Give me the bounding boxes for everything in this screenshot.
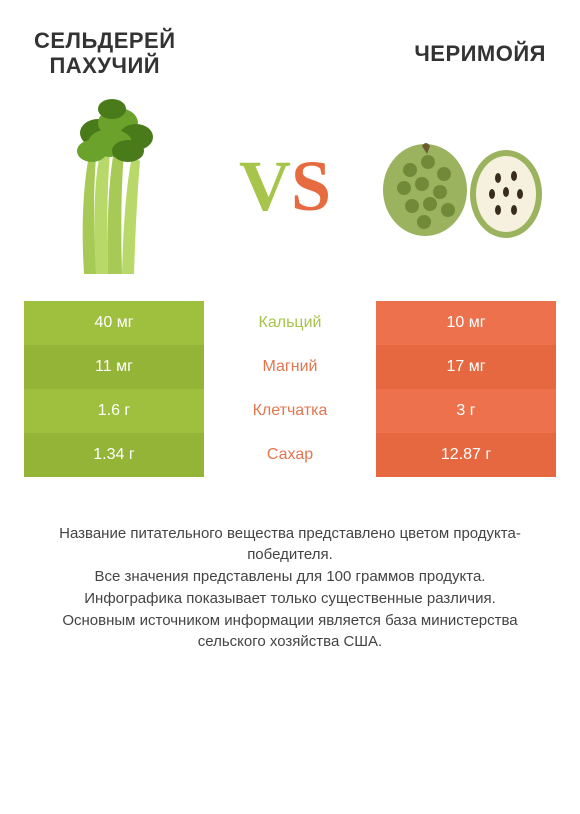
comparison-table: 40 мгКальций10 мг11 мгМагний17 мг1.6 гКл… — [24, 301, 556, 477]
footer-line: Название питательного вещества представл… — [30, 523, 550, 567]
vs-v: V — [239, 146, 291, 226]
celery-image — [30, 99, 200, 274]
table-row: 1.6 гКлетчатка3 г — [24, 389, 556, 433]
title-left: СЕЛЬДЕРЕЙ ПАХУЧИЙ — [34, 28, 176, 79]
footer-line: Основным источником информации является … — [30, 610, 550, 654]
cherimoya-image — [370, 122, 550, 252]
nutrient-label: Кальций — [204, 301, 376, 345]
table-row: 40 мгКальций10 мг — [24, 301, 556, 345]
right-value: 17 мг — [376, 345, 556, 389]
infographic: СЕЛЬДЕРЕЙ ПАХУЧИЙ ЧЕРИМОЙЯ — [0, 0, 580, 673]
title-left-line2: ПАХУЧИЙ — [49, 53, 160, 78]
right-value: 10 мг — [376, 301, 556, 345]
table-row: 11 мгМагний17 мг — [24, 345, 556, 389]
title-right: ЧЕРИМОЙЯ — [414, 41, 546, 66]
nutrient-label: Клетчатка — [204, 389, 376, 433]
right-value: 3 г — [376, 389, 556, 433]
left-value: 1.34 г — [24, 433, 204, 477]
vs-label: VS — [200, 145, 370, 228]
left-value: 40 мг — [24, 301, 204, 345]
nutrient-label: Магний — [204, 345, 376, 389]
footer-line: Все значения представлены для 100 граммо… — [30, 566, 550, 588]
title-left-line1: СЕЛЬДЕРЕЙ — [34, 28, 176, 53]
nutrient-label: Сахар — [204, 433, 376, 477]
vs-s: S — [291, 146, 331, 226]
footer-line: Инфографика показывает только существенн… — [30, 588, 550, 610]
left-value: 1.6 г — [24, 389, 204, 433]
footer-notes: Название питательного вещества представл… — [24, 523, 556, 654]
table-row: 1.34 гСахар12.87 г — [24, 433, 556, 477]
titles-row: СЕЛЬДЕРЕЙ ПАХУЧИЙ ЧЕРИМОЙЯ — [34, 28, 546, 79]
hero-row: VS — [30, 97, 550, 277]
right-value: 12.87 г — [376, 433, 556, 477]
left-value: 11 мг — [24, 345, 204, 389]
